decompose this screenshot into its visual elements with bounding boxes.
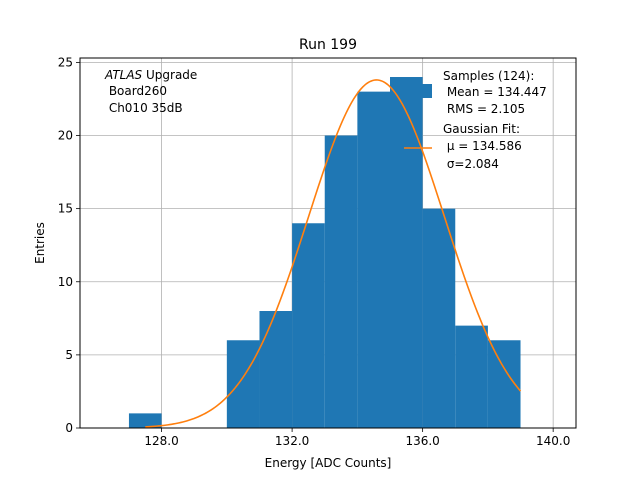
x-tick-label: 132.0 bbox=[275, 434, 309, 448]
x-axis-label: Energy [ADC Counts] bbox=[265, 456, 392, 470]
y-tick-label: 15 bbox=[58, 202, 73, 216]
legend: Samples (124): Mean = 134.447 RMS = 2.10… bbox=[404, 69, 547, 171]
y-axis-ticks: 0 5 10 15 20 25 bbox=[58, 55, 80, 435]
fit-curve bbox=[145, 79, 522, 428]
histogram-bar bbox=[292, 223, 325, 428]
y-tick-label: 25 bbox=[58, 55, 73, 69]
annotation-board: Board260 bbox=[105, 84, 167, 98]
x-tick-label: 140.0 bbox=[536, 434, 570, 448]
gaussian-fit bbox=[145, 79, 522, 428]
legend-rms: RMS = 2.105 bbox=[443, 102, 525, 116]
chart-title: Run 199 bbox=[299, 37, 357, 53]
annotation-experiment-line: ATLAS Upgrade bbox=[104, 68, 197, 82]
annotation-channel: Ch010 35dB bbox=[105, 101, 183, 115]
legend-fit-title: Gaussian Fit: bbox=[443, 122, 520, 136]
histogram-bar bbox=[324, 135, 358, 428]
annotation-experiment: ATLAS bbox=[104, 68, 143, 82]
x-tick-label: 136.0 bbox=[405, 434, 439, 448]
histogram-bar bbox=[128, 413, 162, 428]
plot-frame bbox=[79, 57, 577, 429]
annotation-box: ATLAS Upgrade Board260 Ch010 35dB bbox=[104, 68, 197, 115]
y-axis-label: Entries bbox=[33, 222, 47, 264]
histogram-bar bbox=[390, 77, 423, 429]
y-tick-label: 10 bbox=[58, 275, 73, 289]
y-tick-label: 20 bbox=[58, 129, 73, 143]
histogram-bars bbox=[128, 77, 521, 429]
histogram-bar bbox=[259, 311, 293, 428]
histogram-bar bbox=[357, 91, 390, 429]
y-tick-label: 0 bbox=[65, 421, 73, 435]
histogram-bar bbox=[226, 340, 260, 428]
y-tick-label: 5 bbox=[65, 348, 73, 362]
legend-mu: μ = 134.586 bbox=[443, 139, 522, 153]
legend-sigma: σ=2.084 bbox=[443, 157, 499, 171]
legend-mean: Mean = 134.447 bbox=[443, 85, 547, 99]
histogram-bar bbox=[422, 208, 456, 428]
histogram-bar bbox=[455, 325, 488, 428]
legend-samples-title: Samples (124): bbox=[443, 69, 534, 83]
legend-samples-swatch bbox=[404, 84, 432, 98]
annotation-experiment-suffix: Upgrade bbox=[142, 68, 197, 82]
x-axis-ticks: 128.0 132.0 136.0 140.0 bbox=[144, 428, 570, 448]
x-tick-label: 128.0 bbox=[144, 434, 178, 448]
